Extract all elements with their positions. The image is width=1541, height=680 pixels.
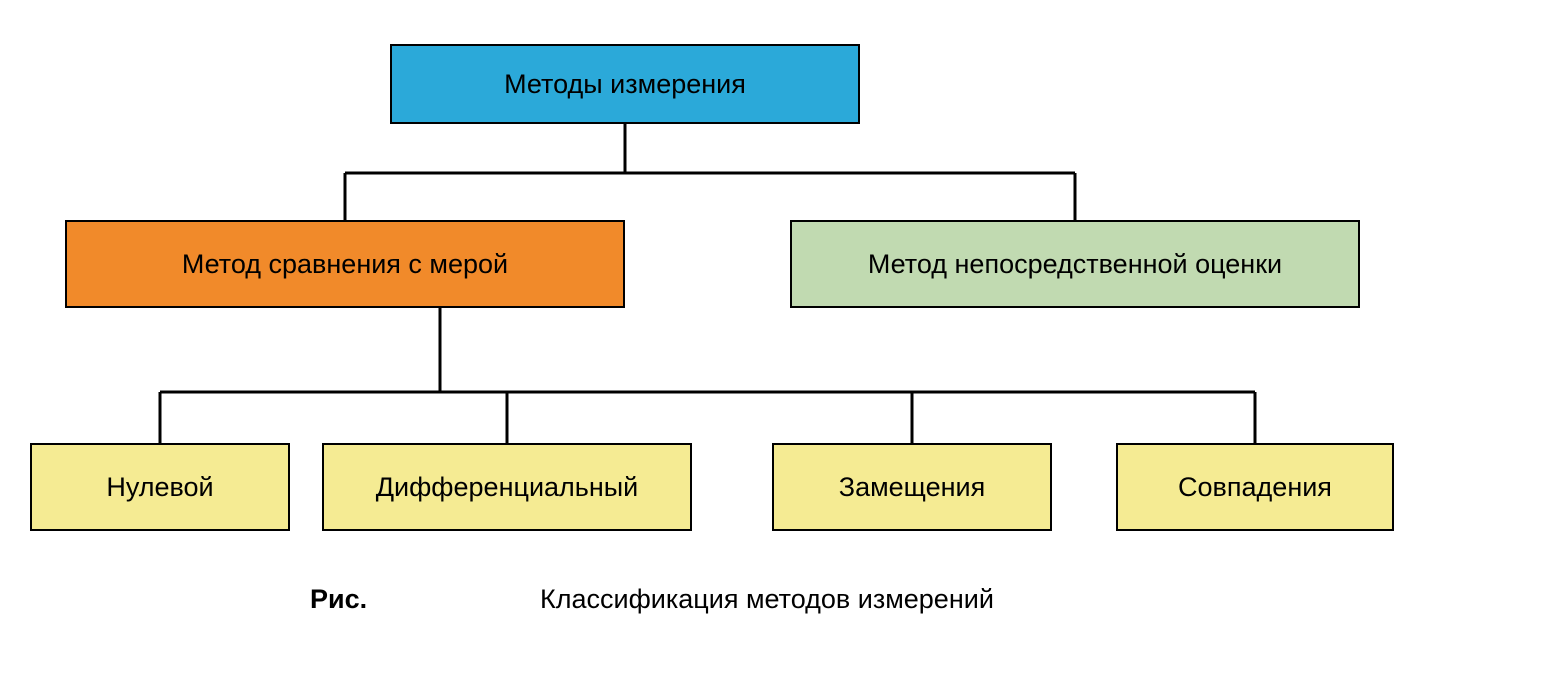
right-branch-label: Метод непосредственной оценки <box>868 249 1282 280</box>
diagram-container: Методы измерения Метод сравнения с мерой… <box>0 0 1541 680</box>
right-branch-box: Метод непосредственной оценки <box>790 220 1360 308</box>
left-branch-label: Метод сравнения с мерой <box>182 249 508 280</box>
leaf-label-4: Совпадения <box>1178 472 1332 503</box>
leaf-box-4: Совпадения <box>1116 443 1394 531</box>
leaf-box-2: Дифференциальный <box>322 443 692 531</box>
leaf-label-2: Дифференциальный <box>376 472 639 503</box>
leaf-box-3: Замещения <box>772 443 1052 531</box>
leaf-label-3: Замещения <box>839 472 985 503</box>
caption-text: Классификация методов измерений <box>540 584 994 615</box>
root-box: Методы измерения <box>390 44 860 124</box>
leaf-label-1: Нулевой <box>106 472 213 503</box>
root-label: Методы измерения <box>504 69 746 100</box>
caption-prefix: Рис. <box>310 584 367 615</box>
leaf-box-1: Нулевой <box>30 443 290 531</box>
left-branch-box: Метод сравнения с мерой <box>65 220 625 308</box>
